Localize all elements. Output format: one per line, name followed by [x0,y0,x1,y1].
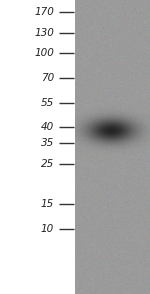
Text: 55: 55 [41,98,54,108]
Text: 130: 130 [34,28,54,38]
Text: 10: 10 [41,224,54,234]
Text: 40: 40 [41,122,54,132]
Text: 100: 100 [34,48,54,58]
Text: 170: 170 [34,7,54,17]
Text: 25: 25 [41,159,54,169]
Text: 35: 35 [41,138,54,148]
Bar [0,0,75,294]
Text: 15: 15 [41,199,54,209]
Text: 70: 70 [41,74,54,83]
